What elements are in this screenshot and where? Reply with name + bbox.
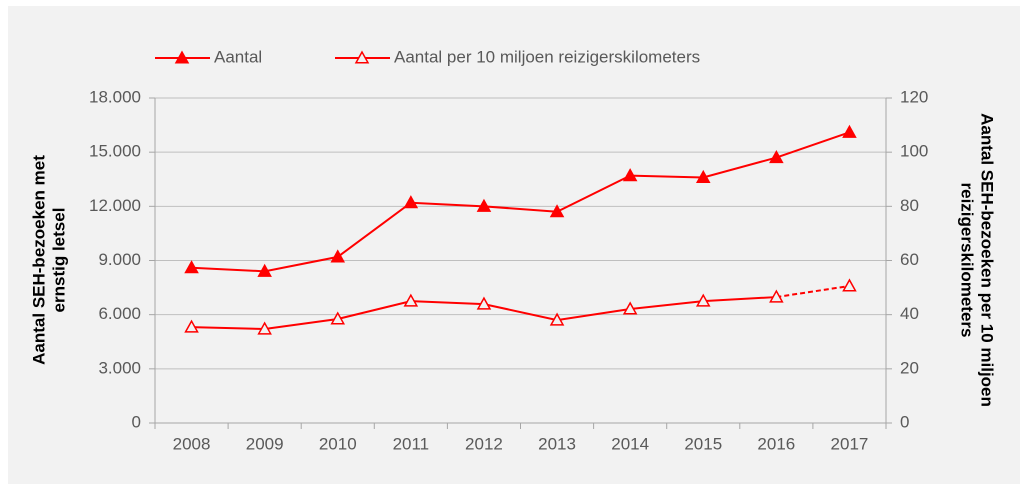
data-point	[622, 168, 638, 182]
y2-tick-label: 60	[900, 250, 919, 269]
x-tick-label: 2011	[393, 434, 430, 453]
y-tick-label: 12.000	[89, 196, 141, 215]
y-axis-title: Aantal SEH-bezoeken met ernstig letsel	[29, 155, 68, 365]
y-tick-label: 3.000	[98, 358, 141, 377]
y-tick-label: 18.000	[89, 87, 141, 106]
x-tick-label: 2009	[246, 434, 284, 453]
data-point	[842, 124, 857, 138]
data-point	[257, 263, 272, 277]
data-point	[769, 289, 784, 303]
legend-label: Aantal	[214, 47, 262, 66]
series-line	[191, 131, 850, 273]
data-point	[257, 321, 272, 335]
data-point	[695, 169, 711, 183]
series-line-dashed	[776, 284, 850, 299]
data-point	[549, 312, 565, 326]
y2-tick-label: 100	[900, 142, 928, 161]
y2-axis-title: Aantal SEH-bezoeken per 10 miljoenreizig…	[958, 113, 997, 407]
x-tick-label: 2017	[831, 434, 869, 453]
data-point	[695, 293, 711, 307]
x-tick-label: 2016	[757, 434, 795, 453]
data-point	[403, 195, 419, 209]
legend-marker	[174, 50, 190, 64]
x-tick-label: 2010	[319, 434, 357, 453]
y-tick-label: 15.000	[89, 142, 141, 161]
data-point	[184, 319, 199, 333]
x-tick-label: 2012	[465, 434, 503, 453]
data-point	[549, 204, 565, 218]
y2-axis-title-line: Aantal SEH-bezoeken per 10 miljoen	[978, 113, 997, 407]
y2-tick-label: 20	[900, 358, 919, 377]
data-point	[769, 150, 784, 164]
chart-background	[8, 6, 1020, 484]
y2-axis-title-line: reizigerskilometers	[958, 183, 977, 338]
y-tick-label: 0	[132, 412, 141, 431]
y-tick-label: 9.000	[98, 250, 141, 269]
y2-tick-label: 40	[900, 304, 919, 323]
y-axis-title-line: ernstig letsel	[49, 208, 68, 313]
data-point	[403, 293, 419, 307]
legend-label: Aantal per 10 miljoen reizigerskilometer…	[394, 47, 700, 66]
x-tick-label: 2015	[684, 434, 722, 453]
y2-tick-label: 120	[900, 87, 928, 106]
data-point	[330, 249, 346, 263]
y2-tick-label: 0	[900, 412, 909, 431]
y-tick-label: 6.000	[98, 304, 141, 323]
x-tick-label: 2013	[538, 434, 576, 453]
data-point	[330, 311, 346, 325]
x-tick-label: 2008	[173, 434, 211, 453]
data-point	[184, 260, 199, 274]
y2-tick-label: 80	[900, 196, 919, 215]
legend-marker	[354, 50, 370, 64]
x-tick-label: 2014	[611, 434, 649, 453]
data-point	[842, 278, 857, 292]
data-point	[476, 198, 492, 212]
data-point	[476, 296, 492, 310]
data-point	[622, 301, 638, 315]
y-axis-title-line: Aantal SEH-bezoeken met	[29, 155, 48, 365]
